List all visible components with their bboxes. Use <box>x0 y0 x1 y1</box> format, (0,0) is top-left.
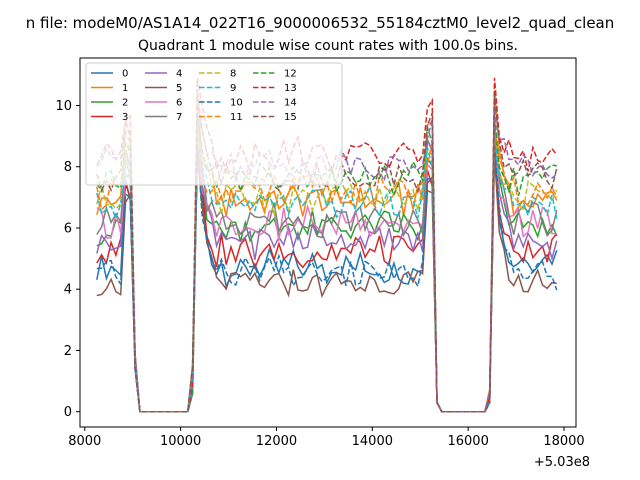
legend-label-7: 7 <box>176 112 182 123</box>
y-tick-label: 2 <box>64 344 72 359</box>
y-tick-label: 0 <box>64 405 72 420</box>
x-offset-label: +5.03e8 <box>534 455 590 470</box>
legend-label-3: 3 <box>122 112 128 123</box>
legend-label-8: 8 <box>230 69 236 80</box>
legend-label-1: 1 <box>122 83 128 94</box>
legend-box <box>85 62 343 186</box>
legend-label-12: 12 <box>284 69 297 80</box>
y-axis: 0 2 4 6 8 10 <box>55 99 80 420</box>
y-tick-label: 6 <box>64 221 72 236</box>
legend-label-2: 2 <box>122 98 128 109</box>
legend-label-6: 6 <box>176 98 182 109</box>
legend-label-4: 4 <box>176 69 182 80</box>
axes-frame <box>79 57 577 428</box>
series-line-14 <box>96 108 558 413</box>
legend-label-10: 10 <box>230 98 243 109</box>
chart-title: Quadrant 1 module wise count rates with … <box>138 38 518 54</box>
x-tick-label: 10000 <box>160 434 201 449</box>
x-tick-label: 14000 <box>352 434 393 449</box>
legend-label-5: 5 <box>176 83 182 94</box>
legend-label-9: 9 <box>230 83 236 94</box>
x-axis: 8000 10000 12000 14000 16000 18000 <box>68 427 585 449</box>
x-tick-label: 12000 <box>256 434 297 449</box>
x-tick-label: 16000 <box>447 434 488 449</box>
y-tick-label: 4 <box>64 283 72 298</box>
legend-label-13: 13 <box>284 83 297 94</box>
y-tick-label: 10 <box>55 99 72 114</box>
legend-label-15: 15 <box>284 112 297 123</box>
legend-label-14: 14 <box>284 98 297 109</box>
legend-label-0: 0 <box>122 69 128 80</box>
y-tick-label: 8 <box>64 160 72 175</box>
x-tick-label: 18000 <box>543 434 584 449</box>
legend-label-11: 11 <box>230 112 243 123</box>
series-line-15 <box>96 93 558 413</box>
x-tick-label: 8000 <box>68 434 101 449</box>
figure-suptitle: n file: modeM0/AS1A14_022T16_9000006532_… <box>26 14 615 33</box>
